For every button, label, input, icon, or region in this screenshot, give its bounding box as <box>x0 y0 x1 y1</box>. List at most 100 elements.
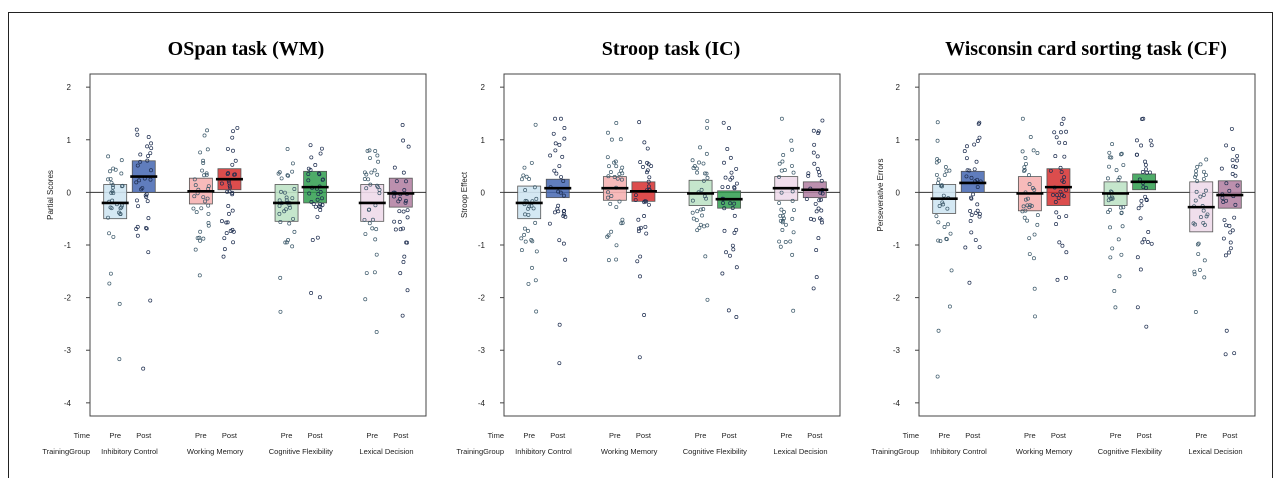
data-point <box>694 166 699 171</box>
data-point <box>146 250 151 255</box>
data-point <box>1135 255 1140 260</box>
data-point <box>732 186 737 191</box>
data-point <box>704 171 709 176</box>
data-point <box>233 158 238 163</box>
data-point <box>106 215 110 220</box>
data-point <box>1147 170 1152 175</box>
data-point <box>962 149 967 154</box>
data-point <box>608 170 613 175</box>
data-point <box>937 204 942 208</box>
data-point <box>149 141 153 146</box>
data-point <box>224 231 229 236</box>
data-point <box>404 198 408 203</box>
data-point <box>522 232 527 237</box>
data-point <box>618 137 623 142</box>
data-point <box>701 178 706 183</box>
data-point <box>279 189 283 194</box>
data-point <box>1222 218 1227 222</box>
data-point <box>529 203 534 208</box>
data-point <box>136 204 140 209</box>
data-point <box>230 192 235 197</box>
data-point <box>148 151 153 156</box>
data-point <box>1224 143 1229 148</box>
data-point <box>779 207 784 212</box>
data-point <box>781 216 786 221</box>
data-point <box>143 193 148 198</box>
data-point <box>642 140 647 145</box>
data-point <box>1059 130 1063 135</box>
data-point <box>373 237 378 242</box>
data-point <box>605 155 610 160</box>
data-point <box>1231 164 1236 169</box>
data-point <box>1231 146 1235 151</box>
data-point <box>318 189 323 194</box>
data-point <box>947 304 952 309</box>
data-point <box>1194 169 1199 174</box>
data-point <box>522 226 527 231</box>
data-point <box>318 151 323 156</box>
chart-title: OSpan task (WM) <box>168 38 325 60</box>
chart-title: Stroop task (IC) <box>602 38 741 60</box>
data-point <box>1144 198 1149 203</box>
data-point <box>1230 172 1235 176</box>
data-point <box>1108 225 1112 230</box>
data-point <box>965 144 969 149</box>
data-point <box>975 139 980 143</box>
data-point <box>1145 240 1150 244</box>
data-point <box>1232 351 1237 356</box>
data-point <box>292 187 297 191</box>
data-point <box>309 291 314 295</box>
data-point <box>779 168 784 173</box>
data-point <box>375 153 380 158</box>
data-point <box>107 231 111 236</box>
data-point <box>144 226 149 231</box>
data-point <box>1062 154 1067 159</box>
y-tick-label: -2 <box>64 294 72 303</box>
data-point <box>1223 352 1228 357</box>
data-point <box>819 208 824 213</box>
data-point <box>1057 140 1062 145</box>
time-label: Pre <box>195 431 207 440</box>
data-point <box>936 328 941 333</box>
data-point <box>197 273 202 278</box>
data-point <box>192 177 197 182</box>
data-point <box>695 228 700 233</box>
data-point <box>1139 203 1144 208</box>
data-point <box>949 268 954 273</box>
data-point <box>812 161 817 166</box>
data-point <box>1135 305 1140 310</box>
data-point <box>226 204 231 208</box>
data-point <box>938 183 943 188</box>
data-point <box>941 202 946 207</box>
data-point <box>548 153 553 158</box>
data-point <box>1204 157 1209 162</box>
data-point <box>647 202 651 207</box>
data-point <box>526 228 530 233</box>
data-point <box>702 224 707 229</box>
data-point <box>781 153 786 157</box>
data-point <box>936 177 941 182</box>
data-point <box>1224 181 1229 186</box>
data-point <box>815 166 820 171</box>
data-point <box>642 200 647 205</box>
data-point <box>547 221 552 226</box>
data-point <box>1107 164 1111 169</box>
data-point <box>1227 188 1232 193</box>
data-point <box>704 151 709 156</box>
data-point <box>636 226 641 231</box>
data-point <box>1120 224 1125 229</box>
data-point <box>1138 267 1143 272</box>
data-point <box>942 173 947 177</box>
data-point <box>291 216 296 221</box>
data-point <box>1057 215 1062 220</box>
data-point <box>1193 175 1198 179</box>
data-point <box>527 204 532 209</box>
data-point <box>804 197 809 201</box>
data-point <box>230 208 235 213</box>
data-point <box>144 225 148 230</box>
data-point <box>792 208 796 212</box>
data-point <box>645 170 649 175</box>
time-label: Pre <box>695 431 707 440</box>
data-point <box>814 209 819 214</box>
